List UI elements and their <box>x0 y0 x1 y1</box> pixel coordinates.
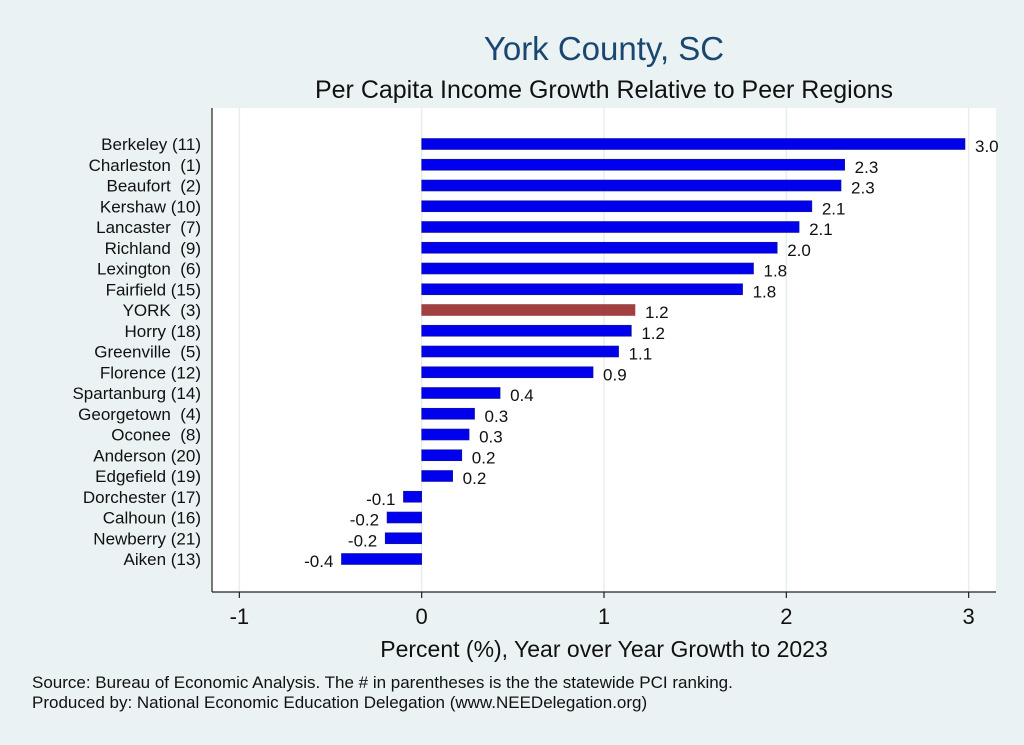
category-label-6: Lexington (6) <box>97 260 201 279</box>
chart-subtitle: Per Capita Income Growth Relative to Pee… <box>315 76 893 104</box>
value-label-2: 2.3 <box>851 179 875 198</box>
value-label-19: -0.2 <box>348 531 377 550</box>
category-label-10: Greenville (5) <box>94 343 201 362</box>
value-label-4: 2.1 <box>809 220 833 239</box>
value-label-5: 2.0 <box>787 241 811 260</box>
bar-10 <box>421 345 619 358</box>
chart-title: York County, SC <box>484 30 724 67</box>
category-label-17: Dorchester (17) <box>83 488 201 507</box>
bar-17 <box>403 490 422 503</box>
category-label-18: Calhoun (16) <box>103 509 201 528</box>
category-label-7: Fairfield (15) <box>106 280 201 299</box>
bar-19 <box>384 532 422 545</box>
source-note: Source: Bureau of Economic Analysis. The… <box>32 673 733 692</box>
category-label-2: Beaufort (2) <box>107 177 202 196</box>
bar-5 <box>421 241 778 254</box>
bar-9 <box>421 324 632 337</box>
value-label-3: 2.1 <box>822 199 846 218</box>
category-label-20: Aiken (13) <box>124 550 201 569</box>
bar-13 <box>421 407 475 420</box>
bar-4 <box>421 221 800 233</box>
category-label-16: Edgefield (19) <box>95 467 201 486</box>
category-label-0: Berkeley (11) <box>101 135 201 154</box>
value-label-13: 0.3 <box>485 407 509 426</box>
value-label-1: 2.3 <box>855 158 879 177</box>
value-label-0: 3.0 <box>975 137 999 156</box>
bar-16 <box>421 470 453 482</box>
bar-1 <box>421 158 845 171</box>
value-label-14: 0.3 <box>479 428 503 447</box>
bars: Berkeley (11) 3.0 Charleston (1) 2.3 Beaufor… <box>72 135 998 571</box>
value-label-20: -0.4 <box>304 552 333 571</box>
x-tick-label-3: 2 <box>780 604 792 629</box>
bar-12 <box>421 387 501 399</box>
x-tick-label-1: 0 <box>416 604 428 629</box>
category-label-13: Georgetown (4) <box>78 405 201 424</box>
x-tick-label-4: 3 <box>963 604 975 629</box>
value-label-12: 0.4 <box>510 386 534 405</box>
bar-15 <box>421 449 463 462</box>
value-label-15: 0.2 <box>472 448 496 467</box>
bar-6 <box>421 262 754 275</box>
category-label-15: Anderson (20) <box>93 446 201 465</box>
category-label-9: Horry (18) <box>124 322 201 341</box>
category-label-19: Newberry (21) <box>93 529 201 548</box>
bar-14 <box>421 428 470 441</box>
category-label-12: Spartanburg (14) <box>72 384 201 403</box>
x-tick-label-0: -1 <box>230 604 250 629</box>
bar-20 <box>341 553 422 565</box>
value-label-7: 1.8 <box>753 282 777 301</box>
x-axis-label: Percent (%), Year over Year Growth to 20… <box>380 636 828 662</box>
category-label-1: Charleston (1) <box>89 156 201 175</box>
value-label-10: 1.1 <box>629 345 653 364</box>
bar-8 <box>421 304 636 316</box>
x-tick-label-2: 1 <box>598 604 610 629</box>
value-label-6: 1.8 <box>764 262 788 281</box>
category-label-11: Florence (12) <box>100 363 201 382</box>
bar-3 <box>421 200 813 213</box>
value-label-9: 1.2 <box>641 324 665 343</box>
bar-18 <box>386 511 422 524</box>
value-label-17: -0.1 <box>366 490 395 509</box>
category-label-8: YORK (3) <box>123 301 201 320</box>
value-label-18: -0.2 <box>350 511 379 530</box>
bar-2 <box>421 179 842 192</box>
bar-11 <box>421 366 594 379</box>
value-label-16: 0.2 <box>463 469 487 488</box>
category-label-4: Lancaster (7) <box>96 218 201 237</box>
category-label-3: Kershaw (10) <box>100 197 201 216</box>
category-label-14: Oconee (8) <box>111 426 201 445</box>
bar-7 <box>421 283 743 296</box>
produced-by-note: Produced by: National Economic Education… <box>32 693 648 712</box>
x-tick-labels: -1 0 1 2 3 <box>230 592 975 629</box>
bar-0 <box>421 138 966 150</box>
category-label-5: Richland (9) <box>105 239 201 258</box>
value-label-8: 1.2 <box>645 303 669 322</box>
value-label-11: 0.9 <box>603 365 627 384</box>
